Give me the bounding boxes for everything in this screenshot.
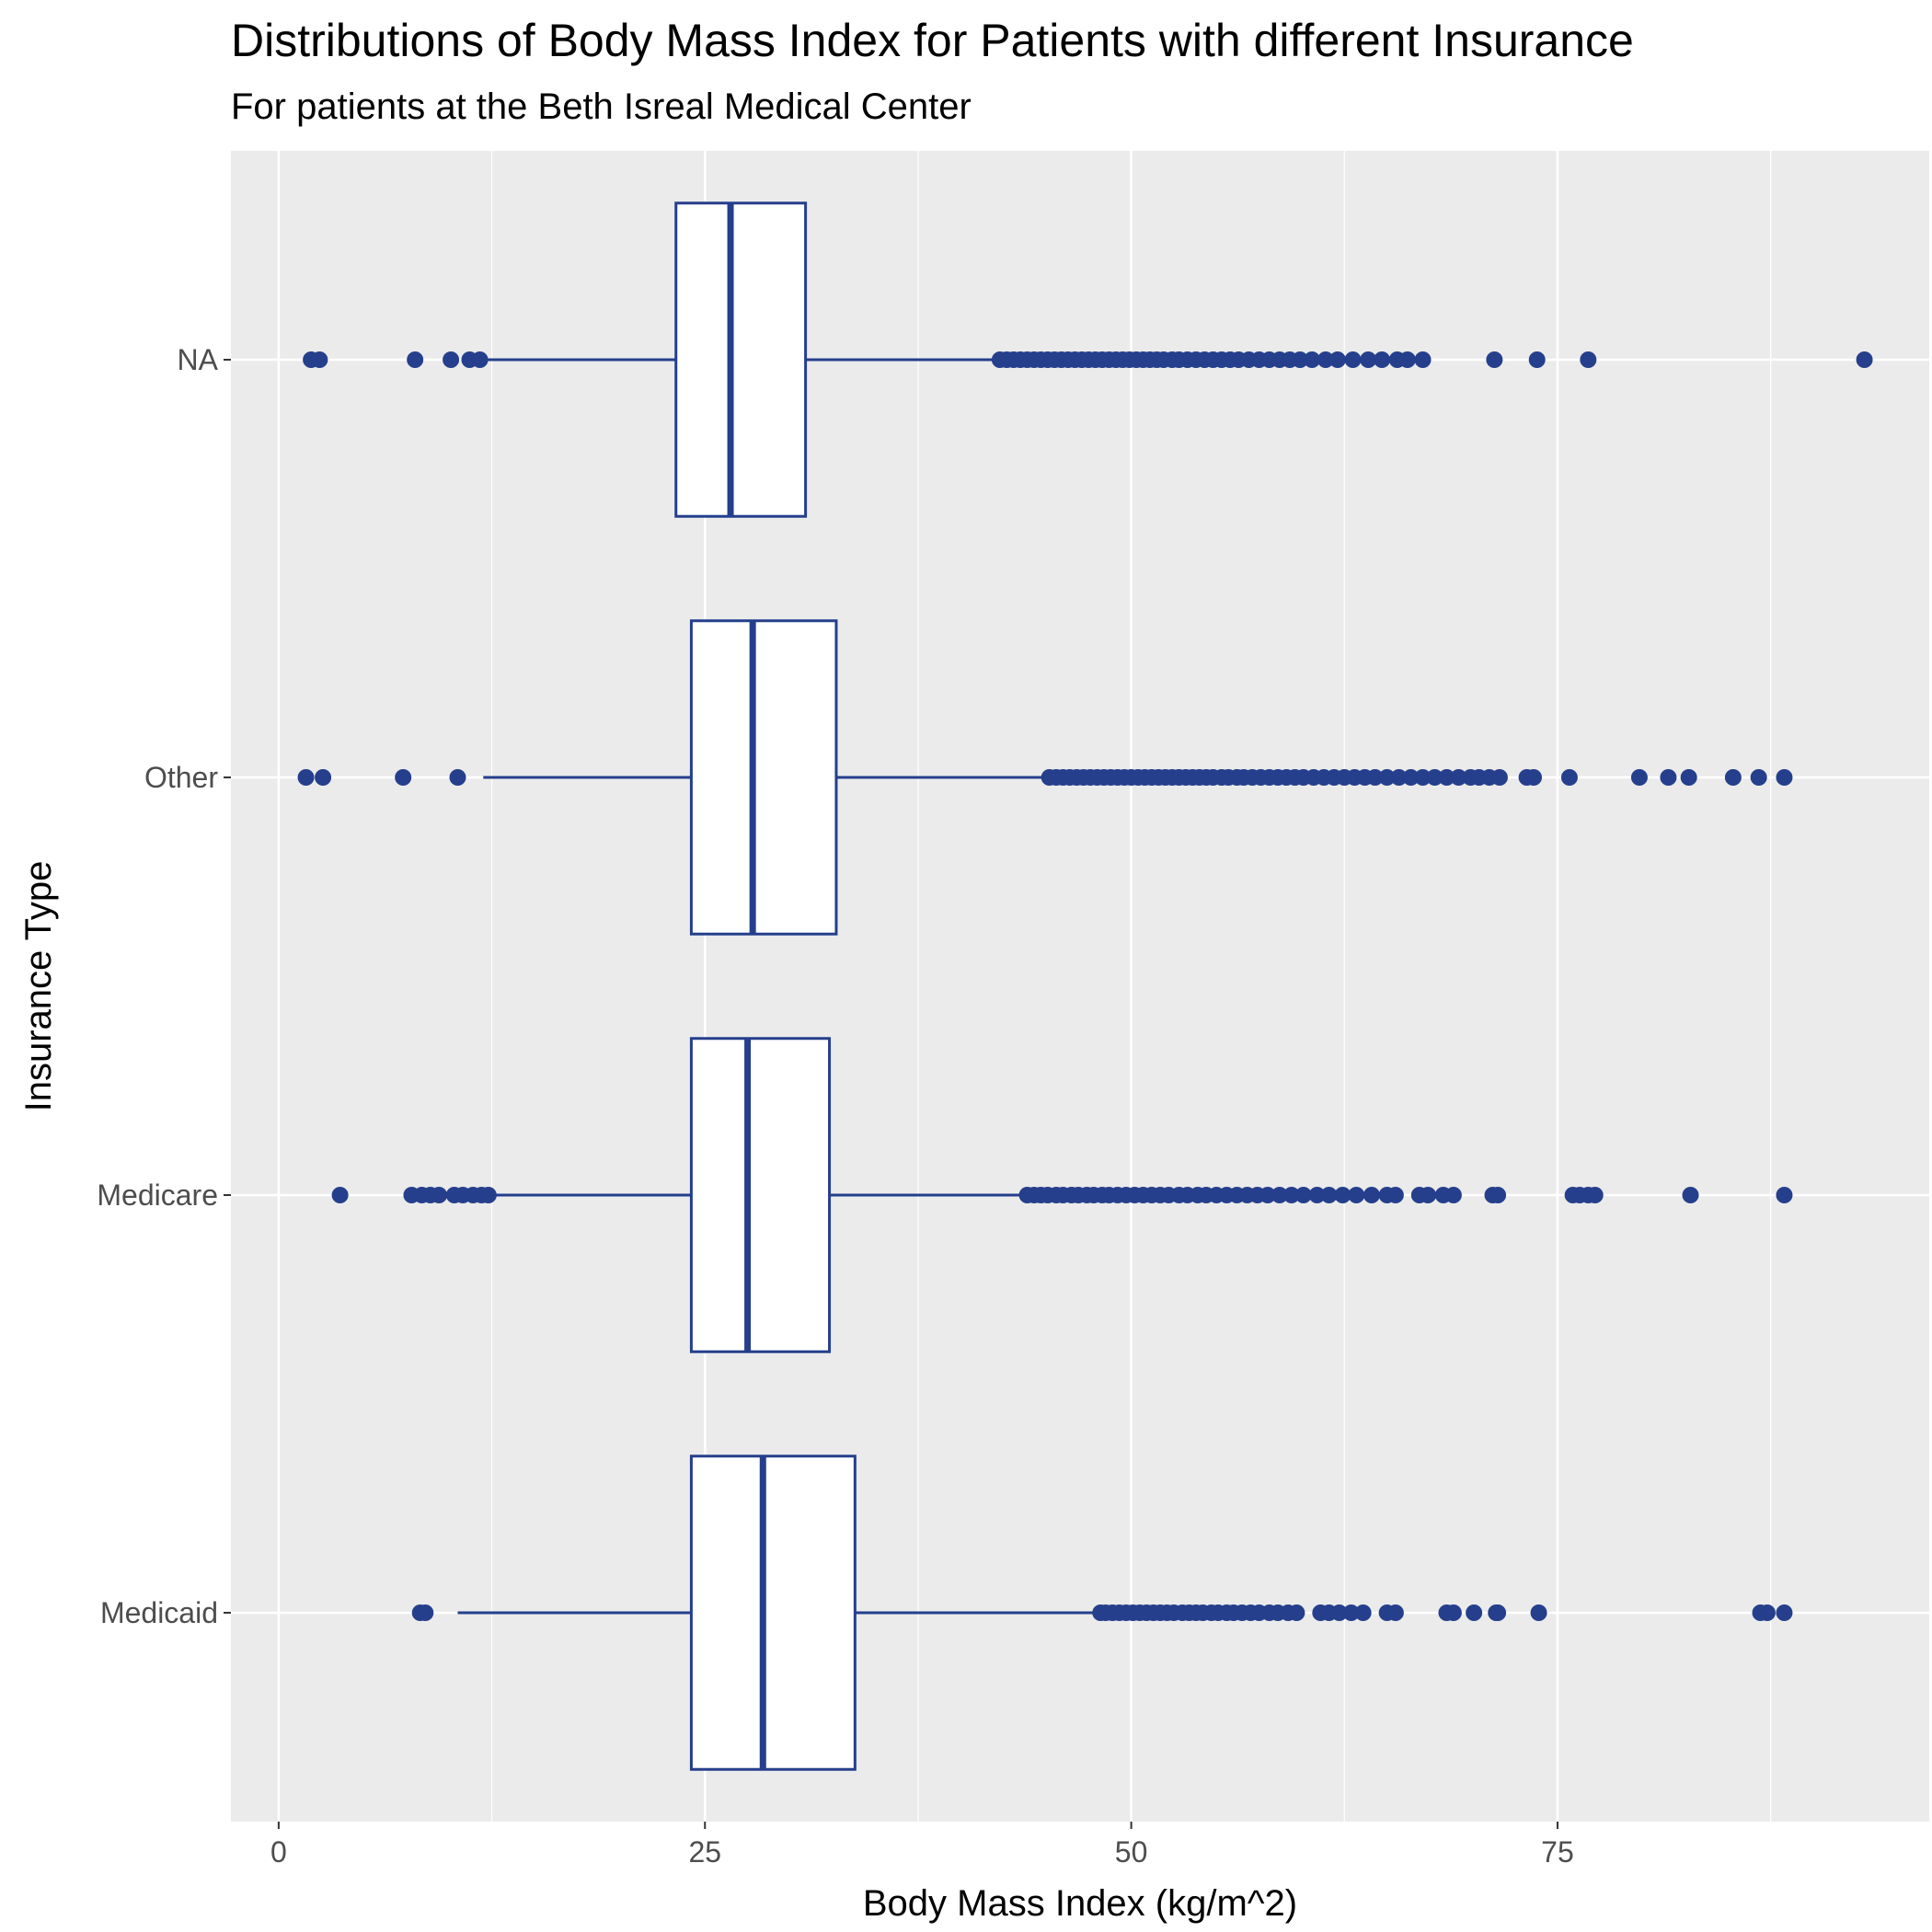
outlier-point xyxy=(1630,769,1648,786)
outlier-point xyxy=(1580,351,1597,368)
boxplot-na xyxy=(303,201,1873,518)
x-tick-label: 50 xyxy=(1115,1835,1148,1869)
outlier-point xyxy=(1724,769,1742,786)
outlier-point xyxy=(449,769,466,786)
outlier-point xyxy=(1414,351,1432,368)
outlier-point xyxy=(1560,769,1578,786)
outlier-point xyxy=(1490,769,1508,786)
box-iqr xyxy=(689,1455,857,1771)
x-tick-label: 75 xyxy=(1541,1835,1574,1869)
outlier-point xyxy=(1386,1187,1404,1203)
outlier-point xyxy=(1374,351,1391,368)
outlier-point xyxy=(1856,351,1873,368)
outlier-point xyxy=(1438,769,1455,786)
outlier-point xyxy=(1317,351,1334,368)
outlier-point xyxy=(1758,1604,1776,1621)
outlier-point xyxy=(1466,1604,1483,1621)
outlier-point xyxy=(1398,351,1416,368)
outlier-point xyxy=(1402,769,1420,786)
boxplot-other xyxy=(297,619,1793,936)
outlier-point xyxy=(1294,1187,1312,1203)
outlier-point xyxy=(331,1187,349,1203)
outlier-point xyxy=(1344,351,1362,368)
outlier-point xyxy=(1414,769,1432,786)
outlier-point xyxy=(1363,1187,1380,1203)
outlier-point xyxy=(1288,1604,1305,1621)
outlier-point xyxy=(1334,1187,1351,1203)
outlier-point xyxy=(1348,1187,1365,1203)
outlier-point xyxy=(1330,1604,1348,1621)
x-axis-title: Body Mass Index (kg/m^2) xyxy=(863,1883,1297,1924)
outlier-point xyxy=(1304,351,1321,368)
y-tick-label: Medicaid xyxy=(100,1596,218,1629)
plot-panel xyxy=(231,151,1929,1822)
outlier-point xyxy=(1444,1604,1462,1621)
outlier-point xyxy=(1271,1187,1288,1203)
y-tick-label: NA xyxy=(178,343,219,376)
outlier-point xyxy=(1378,769,1396,786)
y-tick-label: Other xyxy=(144,761,218,794)
box-iqr xyxy=(689,1037,832,1353)
outlier-point xyxy=(315,769,332,786)
data-layer xyxy=(297,201,1873,1771)
outlier-point xyxy=(1489,1604,1507,1621)
outlier-point xyxy=(1386,1604,1404,1621)
outlier-point xyxy=(431,1187,448,1203)
outlier-point xyxy=(1776,1187,1793,1203)
boxplot-medicare xyxy=(331,1037,1793,1353)
outlier-point xyxy=(1530,1604,1547,1621)
outlier-point xyxy=(1528,351,1546,368)
outlier-point xyxy=(1360,351,1377,368)
outlier-point xyxy=(407,351,424,368)
y-tick-label: Medicare xyxy=(97,1179,218,1212)
outlier-point xyxy=(297,769,315,786)
chart-title: Distributions of Body Mass Index for Pat… xyxy=(231,15,1634,66)
outlier-point xyxy=(1390,769,1408,786)
outlier-point xyxy=(1776,769,1793,786)
outlier-point xyxy=(311,351,328,368)
outlier-point xyxy=(1680,769,1697,786)
outlier-point xyxy=(471,351,489,368)
outlier-point xyxy=(1282,1187,1300,1203)
outlier-point xyxy=(1660,769,1677,786)
outlier-point xyxy=(443,351,460,368)
box-iqr xyxy=(689,619,838,936)
outlier-point xyxy=(1444,1187,1462,1203)
outlier-point xyxy=(1682,1187,1699,1203)
outlier-point xyxy=(1259,1187,1276,1203)
outlier-point xyxy=(1776,1604,1793,1621)
axes: 0 25 50 75 Medicaid Medicare Other NA xyxy=(97,343,1573,1869)
outlier-point xyxy=(1426,769,1443,786)
outlier-point xyxy=(1450,769,1467,786)
outlier-point xyxy=(1292,351,1309,368)
boxplot-medicaid xyxy=(411,1455,1793,1771)
outlier-point xyxy=(1420,1187,1437,1203)
x-tick-label: 25 xyxy=(688,1835,721,1869)
outlier-point xyxy=(1354,1604,1372,1621)
outlier-point xyxy=(1366,769,1384,786)
outlier-point xyxy=(1586,1187,1604,1203)
outlier-point xyxy=(395,769,412,786)
outlier-point xyxy=(417,1604,434,1621)
chart-subtitle: For patients at the Beth Isreal Medical … xyxy=(231,86,972,127)
outlier-point xyxy=(1342,1604,1360,1621)
outlier-point xyxy=(1308,1187,1326,1203)
box-iqr xyxy=(674,201,808,518)
x-tick-label: 0 xyxy=(270,1835,287,1869)
y-axis-title: Insurance Type xyxy=(18,861,59,1112)
outlier-point xyxy=(479,1187,497,1203)
outlier-point xyxy=(1486,351,1503,368)
outlier-point xyxy=(1525,769,1543,786)
outlier-point xyxy=(1328,351,1346,368)
outlier-point xyxy=(1320,1187,1338,1203)
outlier-point xyxy=(1489,1187,1507,1203)
outlier-point xyxy=(1750,769,1767,786)
